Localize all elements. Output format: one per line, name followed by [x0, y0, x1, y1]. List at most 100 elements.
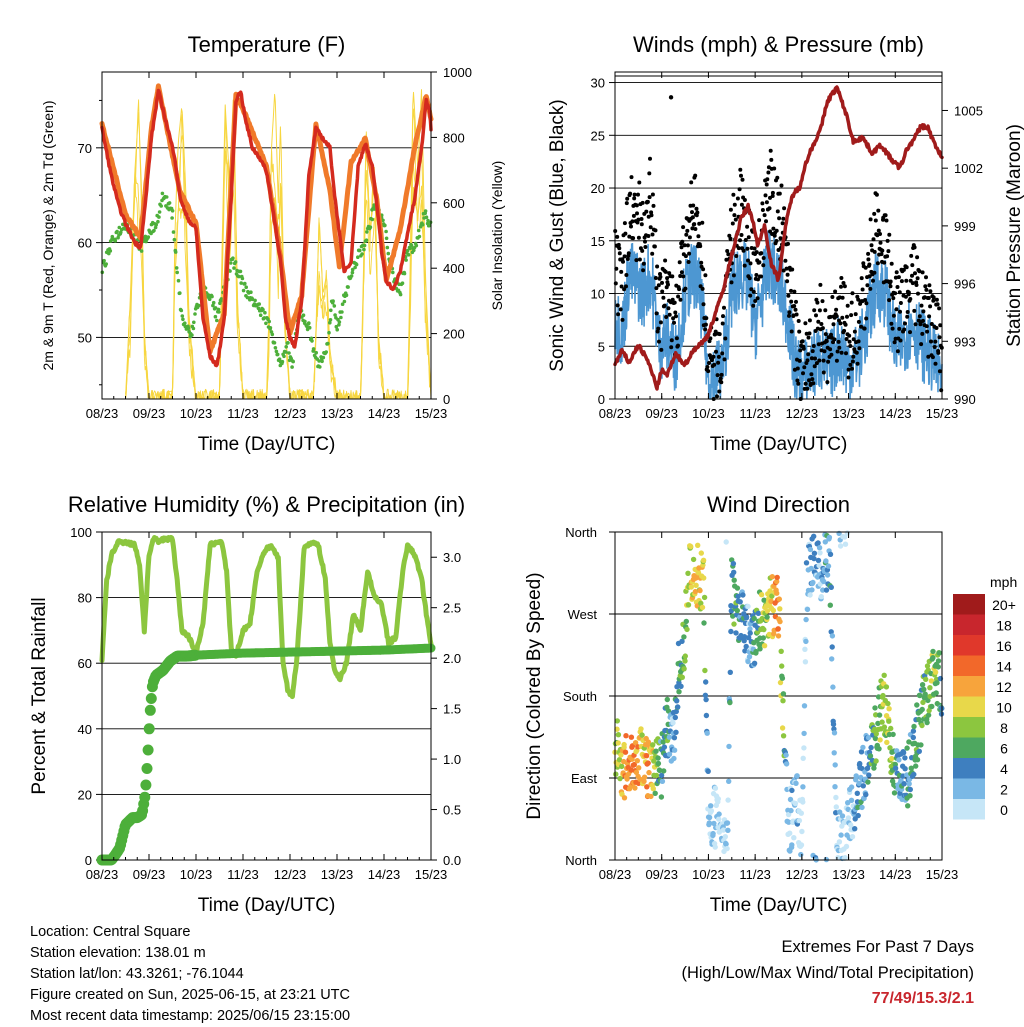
- direction-point: [924, 719, 930, 726]
- direction-point: [798, 810, 804, 816]
- direction-point: [652, 790, 658, 796]
- direction-point: [925, 712, 932, 718]
- gust-point: [924, 287, 929, 292]
- gust-point: [743, 238, 748, 242]
- dewpoint-point: [284, 350, 288, 354]
- x-tick-label: 10/23: [180, 406, 213, 421]
- dewpoint-point: [197, 303, 201, 308]
- x-tick-label: 15/23: [926, 867, 959, 882]
- direction-point: [809, 587, 815, 593]
- direction-point: [924, 663, 931, 669]
- gust-point: [757, 218, 762, 223]
- direction-point: [789, 787, 795, 794]
- dewpoint-point: [286, 341, 290, 345]
- gust-point: [629, 175, 634, 180]
- gust-point: [805, 358, 810, 363]
- dewpoint-point: [344, 293, 349, 298]
- dewpoint-point: [331, 299, 335, 303]
- dewpoint-point: [406, 253, 411, 257]
- direction-point: [644, 784, 650, 790]
- gust-point: [924, 324, 929, 329]
- gust-point: [669, 345, 674, 350]
- gust-point: [819, 322, 824, 326]
- direction-point: [827, 551, 834, 557]
- gust-point: [647, 171, 652, 176]
- gust-point: [681, 274, 686, 279]
- direction-point: [914, 757, 921, 763]
- dewpoint-point: [172, 237, 177, 242]
- x-tick-label: 15/23: [415, 867, 448, 882]
- direction-point: [631, 761, 637, 768]
- gust-point: [701, 302, 706, 307]
- gust-point: [815, 300, 820, 305]
- gust-point: [722, 357, 727, 362]
- extremes-box: Extremes For Past 7 Days (High/Low/Max W…: [681, 934, 974, 1012]
- gust-point: [634, 203, 639, 208]
- direction-point: [802, 646, 808, 652]
- direction-point: [935, 658, 942, 664]
- direction-point: [724, 845, 730, 852]
- legend-label: 12: [996, 679, 1012, 695]
- gust-point: [849, 313, 854, 318]
- gust-point: [654, 286, 659, 291]
- direction-point: [614, 718, 620, 724]
- gust-point: [625, 196, 630, 201]
- direction-point: [859, 804, 865, 811]
- gust-point: [822, 349, 827, 354]
- speed-legend: mph 20+ 18 16 14 12 10 8 6 4 2 0: [953, 574, 1017, 820]
- gust-point: [732, 213, 737, 218]
- direction-point: [853, 773, 859, 779]
- gust-point: [872, 249, 877, 254]
- extremes-values: 77/49/15.3/2.1: [871, 990, 974, 1007]
- y-tick-label: West: [568, 607, 598, 622]
- gust-point: [735, 196, 740, 201]
- gust-point: [859, 324, 864, 329]
- gust-point: [796, 319, 801, 323]
- direction-point: [632, 785, 638, 791]
- gust-point: [927, 283, 932, 288]
- direction-point: [825, 563, 832, 569]
- dewpoint-point: [311, 347, 316, 351]
- direction-point: [743, 643, 749, 650]
- direction-point: [843, 843, 850, 850]
- direction-point: [827, 602, 833, 608]
- direction-point: [860, 744, 866, 751]
- gust-point: [843, 322, 848, 327]
- direction-point: [786, 819, 792, 825]
- direction-point: [624, 776, 630, 782]
- y-tick-label: North: [565, 853, 597, 868]
- direction-point: [761, 626, 767, 633]
- gust-point: [640, 248, 645, 253]
- dewpoint-point: [217, 310, 221, 314]
- direction-point: [832, 762, 838, 768]
- gust-point: [715, 373, 720, 378]
- temperature-chart: 50 60 70 0 200 400 600 800 1000 08/23 09/23 10/23 11…: [40, 32, 505, 455]
- dewpoint-point: [175, 270, 179, 275]
- gust-point: [641, 261, 646, 266]
- direction-point: [839, 813, 846, 819]
- gust-point: [676, 294, 681, 299]
- direction-point: [761, 597, 767, 603]
- dewpoint-point: [180, 314, 185, 318]
- gust-point: [745, 224, 750, 229]
- gust-point: [888, 284, 893, 289]
- gust-point: [899, 279, 904, 284]
- direction-point: [830, 684, 836, 690]
- gust-point: [714, 349, 718, 354]
- gust-point: [669, 338, 674, 343]
- gust-point: [759, 251, 764, 256]
- dewpoint-point: [310, 339, 314, 343]
- x-axis-label: Time (Day/UTC): [710, 895, 848, 916]
- gust-point: [672, 320, 676, 325]
- direction-point: [768, 598, 774, 605]
- dewpoint-point: [237, 274, 241, 279]
- gust-point: [648, 225, 653, 230]
- gust-point: [880, 248, 885, 253]
- direction-point: [671, 755, 677, 762]
- gust-point: [795, 378, 800, 383]
- legend-swatch: [953, 696, 985, 717]
- gust-point: [720, 321, 725, 326]
- direction-point: [716, 811, 722, 817]
- dewpoint-point: [303, 319, 307, 324]
- direction-point: [679, 638, 685, 644]
